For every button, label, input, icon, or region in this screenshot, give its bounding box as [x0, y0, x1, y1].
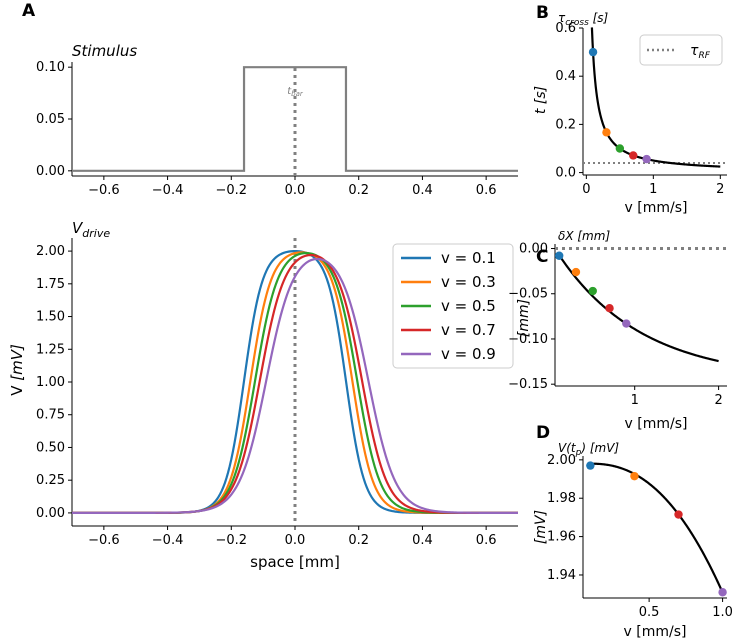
- delta-x-annotation: δX [mm]: [558, 229, 610, 243]
- tau-cross-panel: τcross [s] v [mm/s] t [s] 0 1 20.00.20.40.…: [533, 11, 727, 216]
- vtp-point: [586, 461, 595, 470]
- stimulus-title: Stimulus: [72, 42, 137, 60]
- vtp-xlabel: v [mm/s]: [624, 624, 687, 639]
- vtp-point: [718, 588, 727, 597]
- panel-letter-c: C: [536, 247, 548, 267]
- y-tick-label: 1.75: [36, 277, 65, 292]
- stimulus-panel: Stimulus −0.6 −0.4 −0.2 0.0 0.2 0.4 0.6 0.00 0.0…: [36, 42, 518, 198]
- legend-label: v = 0.1: [441, 249, 496, 267]
- legend-label: v = 0.7: [441, 321, 496, 339]
- y-tick-label: 0.00: [36, 164, 65, 179]
- tau-ylabel: t [s]: [533, 86, 549, 114]
- y-tick-label: 2.00: [547, 453, 576, 468]
- legend-label: v = 0.5: [441, 297, 496, 315]
- x-tick-label: −0.6: [88, 533, 120, 548]
- vdrive-xlabel: space [mm]: [250, 553, 340, 571]
- tau-point: [629, 151, 638, 160]
- vdrive-legend: v = 0.1 v = 0.3 v = 0.5 v = 0.7 v = 0.9: [392, 243, 514, 369]
- dx-point: [605, 304, 614, 313]
- vtp-point: [674, 510, 683, 519]
- x-tick-label: 0.2: [348, 183, 369, 198]
- y-tick-label: 1.50: [36, 310, 65, 325]
- y-tick-label: 0.75: [36, 408, 65, 423]
- vdrive-panel: Vdrive space [mm] V [mV] −0.6 −0.4 −0.2 0.0…: [8, 219, 519, 571]
- vdrive-ylabel: V [mV]: [8, 344, 26, 396]
- y-tick-label: 0.00: [36, 506, 65, 521]
- legend-label: v = 0.9: [441, 345, 496, 363]
- y-tick-label: 1.96: [547, 530, 576, 545]
- panel-letter-b: B: [536, 3, 549, 23]
- y-tick-label: 0.50: [36, 440, 65, 455]
- tau-point: [615, 144, 625, 153]
- y-tick-label: −0.15: [508, 377, 548, 392]
- legend-label: v = 0.3: [441, 273, 496, 291]
- y-tick-label: 1.94: [547, 568, 576, 583]
- tau-xlabel: v [mm/s]: [625, 200, 688, 216]
- x-tick-label: 0.0: [285, 533, 306, 548]
- x-tick-label: −0.6: [88, 183, 120, 198]
- y-tick-label: 0.2: [555, 117, 576, 132]
- y-tick-label: −0.05: [508, 287, 548, 302]
- tau-point: [588, 47, 598, 57]
- dx-point: [622, 319, 631, 328]
- v-tp-panel: V(tp) [mV] v [mm/s] [mV] 0.5 1.0 2.00 1.98 1…: [533, 441, 733, 639]
- x-tick-label: 0.6: [476, 183, 497, 198]
- x-tick-label: 0.2: [348, 533, 369, 548]
- dx-point: [571, 267, 581, 277]
- legend-frame: [639, 34, 723, 66]
- x-tick-label: 0.6: [476, 533, 497, 548]
- legend-frame: [392, 243, 514, 369]
- y-tick-label: 0.10: [36, 60, 65, 75]
- vdrive-title: Vdrive: [72, 219, 110, 240]
- x-tick-label: 2: [714, 393, 722, 408]
- y-tick-label: 1.00: [36, 375, 65, 390]
- y-tick-label: 1.25: [36, 342, 65, 357]
- x-tick-label: 0: [582, 182, 590, 197]
- panel-letter-d: D: [536, 423, 550, 443]
- dx-point: [588, 286, 597, 296]
- y-tick-label: 0.05: [36, 112, 65, 127]
- x-tick-label: 0.5: [639, 605, 660, 620]
- y-tick-label: 0.0: [555, 166, 576, 181]
- x-tick-label: −0.2: [215, 533, 247, 548]
- y-tick-label: 1.98: [547, 491, 576, 506]
- tau-point: [642, 154, 651, 164]
- x-tick-label: 0.4: [412, 533, 433, 548]
- dx-xlabel: v [mm/s]: [625, 416, 688, 432]
- tau-point: [602, 128, 611, 137]
- vtp-curve: [590, 462, 724, 593]
- x-tick-label: −0.4: [152, 183, 184, 198]
- y-tick-label: 2.00: [36, 244, 65, 259]
- v-tp-annotation: V(tp) [mV]: [558, 441, 619, 458]
- vtp-ylabel: [mV]: [533, 510, 549, 544]
- vdrive-series-line: [72, 257, 519, 515]
- x-tick-label: 1: [649, 182, 657, 197]
- dx-curve: [558, 254, 719, 363]
- y-tick-label: 0.00: [519, 242, 548, 257]
- x-tick-label: 1: [631, 393, 639, 408]
- dx-point: [554, 251, 564, 260]
- vtp-point: [630, 471, 639, 481]
- x-tick-label: −0.2: [215, 183, 247, 198]
- y-tick-label: 0.4: [555, 69, 576, 84]
- x-tick-label: −0.4: [152, 533, 184, 548]
- y-tick-label: 0.6: [555, 21, 576, 36]
- panel-letter-a: A: [22, 1, 36, 21]
- tau-legend: τRF: [639, 34, 723, 66]
- x-tick-label: 0.0: [285, 183, 306, 198]
- tbar-annotation: tbar: [287, 86, 304, 98]
- tau-cross-curve: [590, 27, 721, 168]
- dx-ylabel: [mm]: [516, 299, 532, 337]
- y-tick-label: 0.25: [36, 473, 65, 488]
- stimulus-trace: [72, 66, 518, 172]
- delta-x-panel: δX [mm] v [mm/s] [mm] 1 2 0.00 −0.05 −0.10 −0…: [508, 229, 727, 432]
- x-tick-label: 2: [716, 182, 724, 197]
- y-tick-label: −0.10: [508, 332, 548, 347]
- x-tick-label: 1.0: [712, 605, 733, 620]
- x-tick-label: 0.4: [412, 183, 433, 198]
